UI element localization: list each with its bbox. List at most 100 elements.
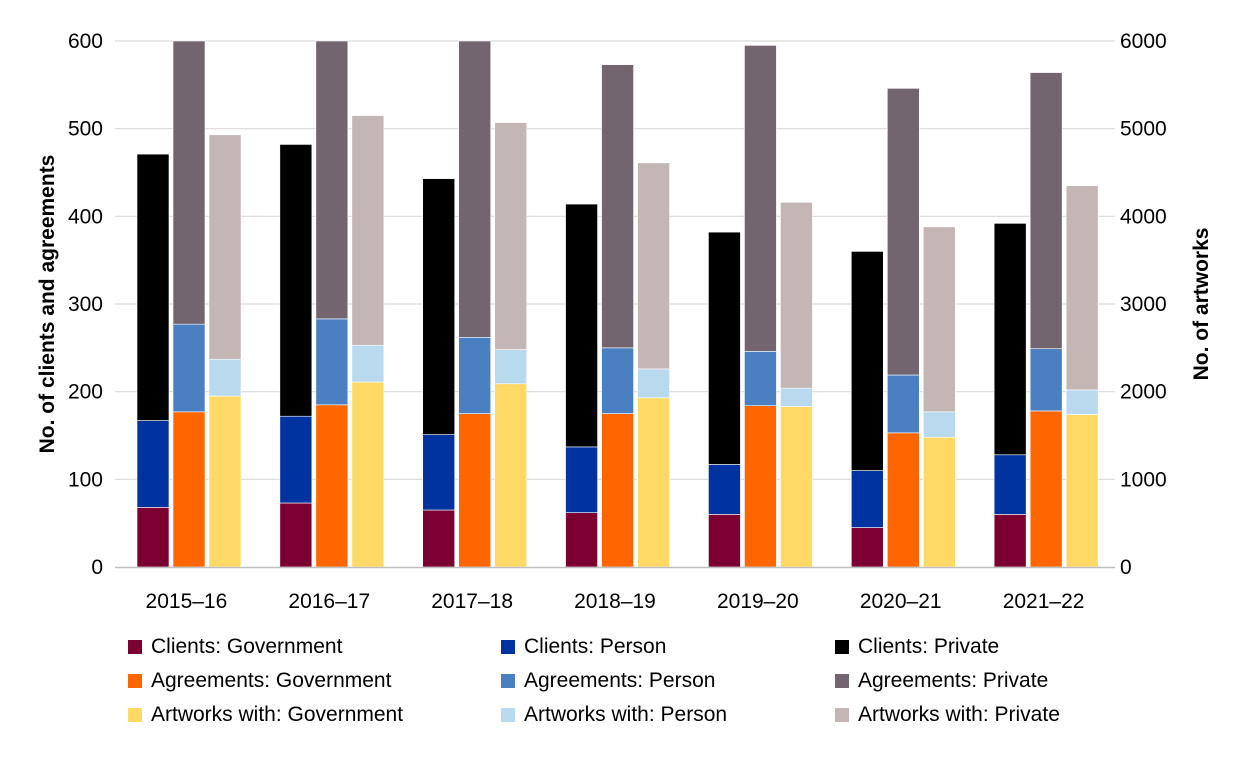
left-tick-label: 100 xyxy=(68,468,103,491)
bar-artworks-with-private xyxy=(351,115,385,346)
bar-agreements-government xyxy=(886,432,920,568)
right-tick-label: 3000 xyxy=(1120,293,1167,316)
bar-agreements-private xyxy=(458,40,492,338)
bar-artworks-with-government xyxy=(780,406,813,568)
bar-agreements-person xyxy=(172,323,206,413)
bar-clients-person xyxy=(850,470,884,528)
legend-item: Artworks with: Private xyxy=(835,698,1060,732)
bar-agreements-person xyxy=(458,337,492,414)
right-axis-ticks: 0 1000 2000 3000 4000 5000 6000 xyxy=(1120,30,1167,579)
left-tick-label: 600 xyxy=(68,30,103,53)
legend-swatch xyxy=(835,674,849,688)
bar-agreements-private xyxy=(601,64,634,349)
right-tick-label: 4000 xyxy=(1120,205,1167,228)
bars xyxy=(136,40,1099,568)
bar-clients-government xyxy=(850,527,884,568)
bar-agreements-person xyxy=(315,318,349,406)
bar-artworks-with-government xyxy=(637,397,670,568)
x-tick-label: 2018–19 xyxy=(574,590,656,613)
x-tick-label: 2021–22 xyxy=(1003,590,1085,613)
bar-clients-person xyxy=(993,454,1027,515)
bar-artworks-with-government xyxy=(351,381,385,568)
legend-item: Artworks with: Government xyxy=(128,698,403,732)
legend-swatch xyxy=(835,708,849,722)
legend-label: Clients: Private xyxy=(858,635,1000,658)
legend-swatch xyxy=(128,674,142,688)
legend-label: Agreements: Government xyxy=(151,669,392,692)
bar-artworks-with-person xyxy=(637,368,670,399)
bar-artworks-with-person xyxy=(351,344,385,383)
bar-artworks-with-private xyxy=(208,134,242,360)
bar-agreements-private xyxy=(886,88,920,376)
left-axis-title: No. of clients and agreements xyxy=(36,155,59,454)
x-tick-label: 2015–16 xyxy=(146,590,228,613)
bar-clients-private xyxy=(136,153,170,421)
right-tick-label: 5000 xyxy=(1120,118,1167,141)
bar-clients-person xyxy=(136,420,170,508)
bar-agreements-government xyxy=(315,404,349,568)
bar-clients-government xyxy=(993,514,1027,568)
bar-clients-government xyxy=(708,514,741,568)
bar-clients-government xyxy=(565,512,598,568)
right-axis-title: No. of artworks xyxy=(1190,228,1213,381)
bar-agreements-private xyxy=(172,40,206,325)
bar-artworks-with-private xyxy=(922,226,956,413)
bar-agreements-government xyxy=(458,413,492,568)
bar-agreements-person xyxy=(744,351,777,406)
legend-item: Agreements: Private xyxy=(835,664,1048,698)
bar-artworks-with-government xyxy=(1065,414,1099,568)
bar-agreements-government xyxy=(172,411,206,568)
bar-artworks-with-private xyxy=(637,162,670,370)
bar-artworks-with-person xyxy=(494,349,528,385)
right-tick-label: 0 xyxy=(1120,556,1132,579)
bar-agreements-government xyxy=(601,413,634,568)
legend-item: Agreements: Government xyxy=(128,664,391,698)
legend-item: Clients: Government xyxy=(128,630,342,664)
bar-agreements-private xyxy=(1029,72,1063,350)
bar-agreements-person xyxy=(1029,348,1063,412)
bar-agreements-private xyxy=(744,45,777,352)
bar-artworks-with-private xyxy=(494,122,528,350)
right-tick-label: 2000 xyxy=(1120,381,1167,404)
legend-label: Artworks with: Person xyxy=(524,703,728,726)
bar-clients-government xyxy=(422,509,456,568)
bar-clients-government xyxy=(279,502,313,568)
bar-agreements-private xyxy=(315,40,349,320)
bar-artworks-with-government xyxy=(922,436,956,568)
left-tick-label: 500 xyxy=(68,118,103,141)
left-tick-label: 200 xyxy=(68,381,103,404)
right-tick-label: 6000 xyxy=(1120,30,1167,53)
bar-clients-person xyxy=(708,464,741,515)
bar-clients-private xyxy=(708,231,741,465)
bar-agreements-government xyxy=(1029,410,1063,568)
bar-clients-private xyxy=(850,251,884,471)
bar-agreements-person xyxy=(601,347,634,414)
legend-swatch xyxy=(835,640,849,654)
legend-item: Artworks with: Person xyxy=(501,698,727,732)
left-tick-label: 0 xyxy=(91,556,103,579)
bar-artworks-with-government xyxy=(494,383,528,568)
bar-agreements-government xyxy=(744,405,777,568)
right-tick-label: 1000 xyxy=(1120,468,1167,491)
x-tick-label: 2020–21 xyxy=(860,590,942,613)
left-tick-label: 300 xyxy=(68,293,103,316)
legend-item: Agreements: Person xyxy=(501,664,715,698)
bar-clients-person xyxy=(422,434,456,511)
legend-label: Agreements: Private xyxy=(858,669,1049,692)
bar-clients-person xyxy=(279,415,313,504)
legend-label: Clients: Government xyxy=(151,635,343,658)
x-tick-label: 2019–20 xyxy=(717,590,799,613)
legend-swatch xyxy=(501,708,515,722)
left-axis-ticks: 0 100 200 300 400 500 600 xyxy=(68,30,103,579)
bar-artworks-with-person xyxy=(922,411,956,438)
legend-label: Artworks with: Private xyxy=(858,703,1060,726)
bar-artworks-with-person xyxy=(1065,389,1099,415)
bar-clients-government xyxy=(136,507,170,568)
legend-label: Clients: Person xyxy=(524,635,667,658)
left-tick-label: 400 xyxy=(68,205,103,228)
legend-item: Clients: Person xyxy=(501,630,666,664)
legend-swatch xyxy=(501,640,515,654)
x-tick-label: 2017–18 xyxy=(431,590,513,613)
legend-swatch xyxy=(128,640,142,654)
